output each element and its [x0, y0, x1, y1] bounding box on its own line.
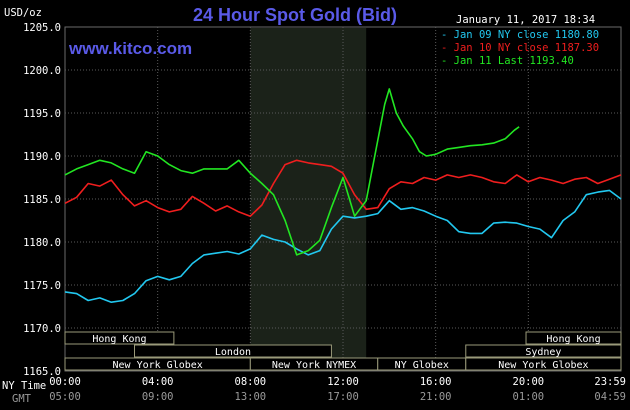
x-tick-label-ny: 16:00 [420, 376, 452, 388]
website-link[interactable]: www.kitco.com [68, 39, 192, 58]
y-tick-label: 1185.0 [23, 194, 61, 206]
market-session-label: London [215, 347, 251, 358]
legend-item-jan11: - Jan 11 Last 1193.40 [441, 55, 574, 67]
y-tick-label: 1180.0 [23, 237, 61, 249]
x-tick-label-gmt: 21:00 [420, 391, 452, 403]
series-line-1 [64, 189, 622, 303]
market-session-new-york-globex [465, 357, 622, 371]
timestamp: January 11, 2017 18:34 [456, 14, 595, 26]
x-label-gmt: GMT [12, 393, 32, 405]
market-session-label: New York NYMEX [272, 360, 356, 371]
y-tick-label: 1195.0 [23, 108, 61, 120]
x-tick-label-ny: 20:00 [513, 376, 545, 388]
x-tick-label-ny: 04:00 [142, 376, 174, 388]
chart-title: 24 Hour Spot Gold (Bid) [193, 5, 397, 25]
x-tick-label-gmt: 13:00 [235, 391, 267, 403]
y-tick-label: 1165.0 [23, 366, 61, 378]
series-line-3 [64, 88, 520, 256]
market-session-label: Sydney [525, 347, 561, 358]
market-session-sydney [465, 344, 622, 358]
y-unit-label: USD/oz [4, 7, 42, 19]
market-session-label: New York Globex [498, 360, 588, 371]
market-session-london [134, 344, 332, 358]
market-session-label: NY Globex [395, 360, 449, 371]
x-tick-label-ny: 00:00 [49, 376, 81, 388]
legend-item-jan09: - Jan 09 NY close 1180.80 [441, 29, 599, 41]
legend-item-jan10: - Jan 10 NY close 1187.30 [441, 42, 599, 54]
market-session-hong-kong [64, 331, 175, 345]
x-tick-label-ny: 23:59 [594, 376, 626, 388]
y-tick-label: 1175.0 [23, 280, 61, 292]
x-tick-label-gmt: 04:59 [594, 391, 626, 403]
x-tick-label-gmt: 01:00 [513, 391, 545, 403]
x-tick-label-ny: 08:00 [235, 376, 267, 388]
series-line-2 [64, 159, 622, 217]
y-tick-label: 1205.0 [23, 22, 61, 34]
x-tick-label-gmt: 17:00 [327, 391, 359, 403]
market-session-label: New York Globex [113, 360, 203, 371]
x-tick-label-ny: 12:00 [327, 376, 359, 388]
x-label-ny-time: NY Time [2, 380, 46, 392]
x-tick-label-gmt: 05:00 [49, 391, 81, 403]
market-session-label: Hong Kong [92, 334, 146, 345]
market-session-label: Hong Kong [546, 334, 600, 345]
legend: - Jan 09 NY close 1180.80 - Jan 10 NY cl… [441, 29, 599, 67]
x-tick-label-gmt: 09:00 [142, 391, 174, 403]
y-tick-label: 1190.0 [23, 151, 61, 163]
market-session-hong-kong [525, 331, 622, 345]
y-tick-label: 1200.0 [23, 65, 61, 77]
y-tick-label: 1170.0 [23, 323, 61, 335]
